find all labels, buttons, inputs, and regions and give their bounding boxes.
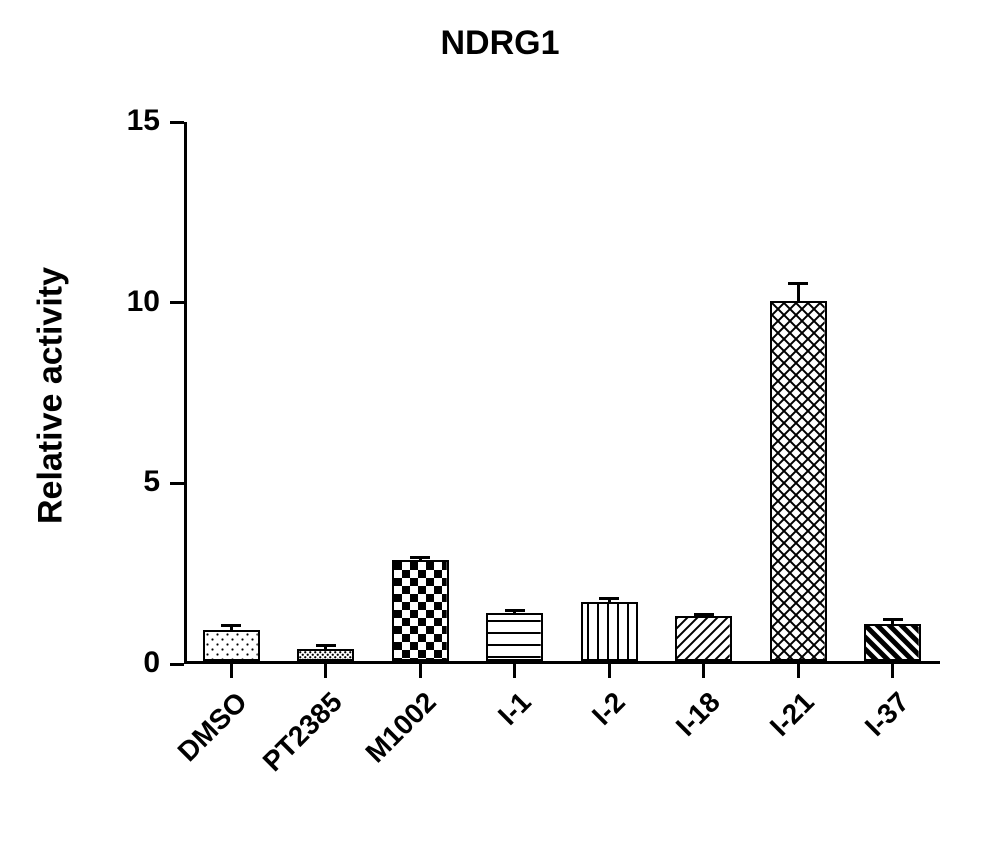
bar bbox=[392, 560, 449, 661]
y-tick-label: 5 bbox=[80, 465, 160, 499]
x-tick bbox=[419, 664, 422, 678]
bar bbox=[581, 602, 638, 661]
error-cap bbox=[883, 618, 903, 621]
y-axis-line bbox=[184, 122, 187, 664]
y-tick bbox=[170, 482, 184, 485]
x-tick bbox=[230, 664, 233, 678]
bar bbox=[864, 624, 921, 661]
plot-area: 051015 DMSOPT2385M1002I-1I-2I-18I-21I-37 bbox=[184, 122, 940, 664]
error-cap bbox=[316, 644, 336, 647]
error-cap bbox=[410, 556, 430, 559]
x-tick bbox=[608, 664, 611, 678]
chart-title: NDRG1 bbox=[0, 24, 1000, 63]
y-tick-label: 0 bbox=[80, 646, 160, 680]
y-tick-label: 10 bbox=[80, 285, 160, 319]
error-cap bbox=[505, 609, 525, 612]
y-tick-label: 15 bbox=[80, 104, 160, 138]
bar bbox=[297, 649, 354, 661]
chart-container: NDRG1 051015 DMSOPT2385M1002I-1I-2I-18I-… bbox=[0, 0, 1000, 854]
bar bbox=[203, 630, 260, 661]
y-axis-label: Relative activity bbox=[32, 125, 71, 667]
bar bbox=[486, 613, 543, 661]
x-tick bbox=[797, 664, 800, 678]
error-bar bbox=[797, 284, 800, 301]
x-tick bbox=[324, 664, 327, 678]
error-cap bbox=[599, 597, 619, 600]
x-axis-line bbox=[184, 661, 940, 664]
x-tick bbox=[513, 664, 516, 678]
y-tick bbox=[170, 121, 184, 124]
bar bbox=[675, 616, 732, 661]
error-cap bbox=[694, 613, 714, 616]
bar bbox=[770, 301, 827, 661]
x-tick bbox=[891, 664, 894, 678]
x-tick bbox=[702, 664, 705, 678]
error-cap bbox=[221, 624, 241, 627]
y-tick bbox=[170, 663, 184, 666]
error-cap bbox=[788, 282, 808, 285]
y-tick bbox=[170, 301, 184, 304]
